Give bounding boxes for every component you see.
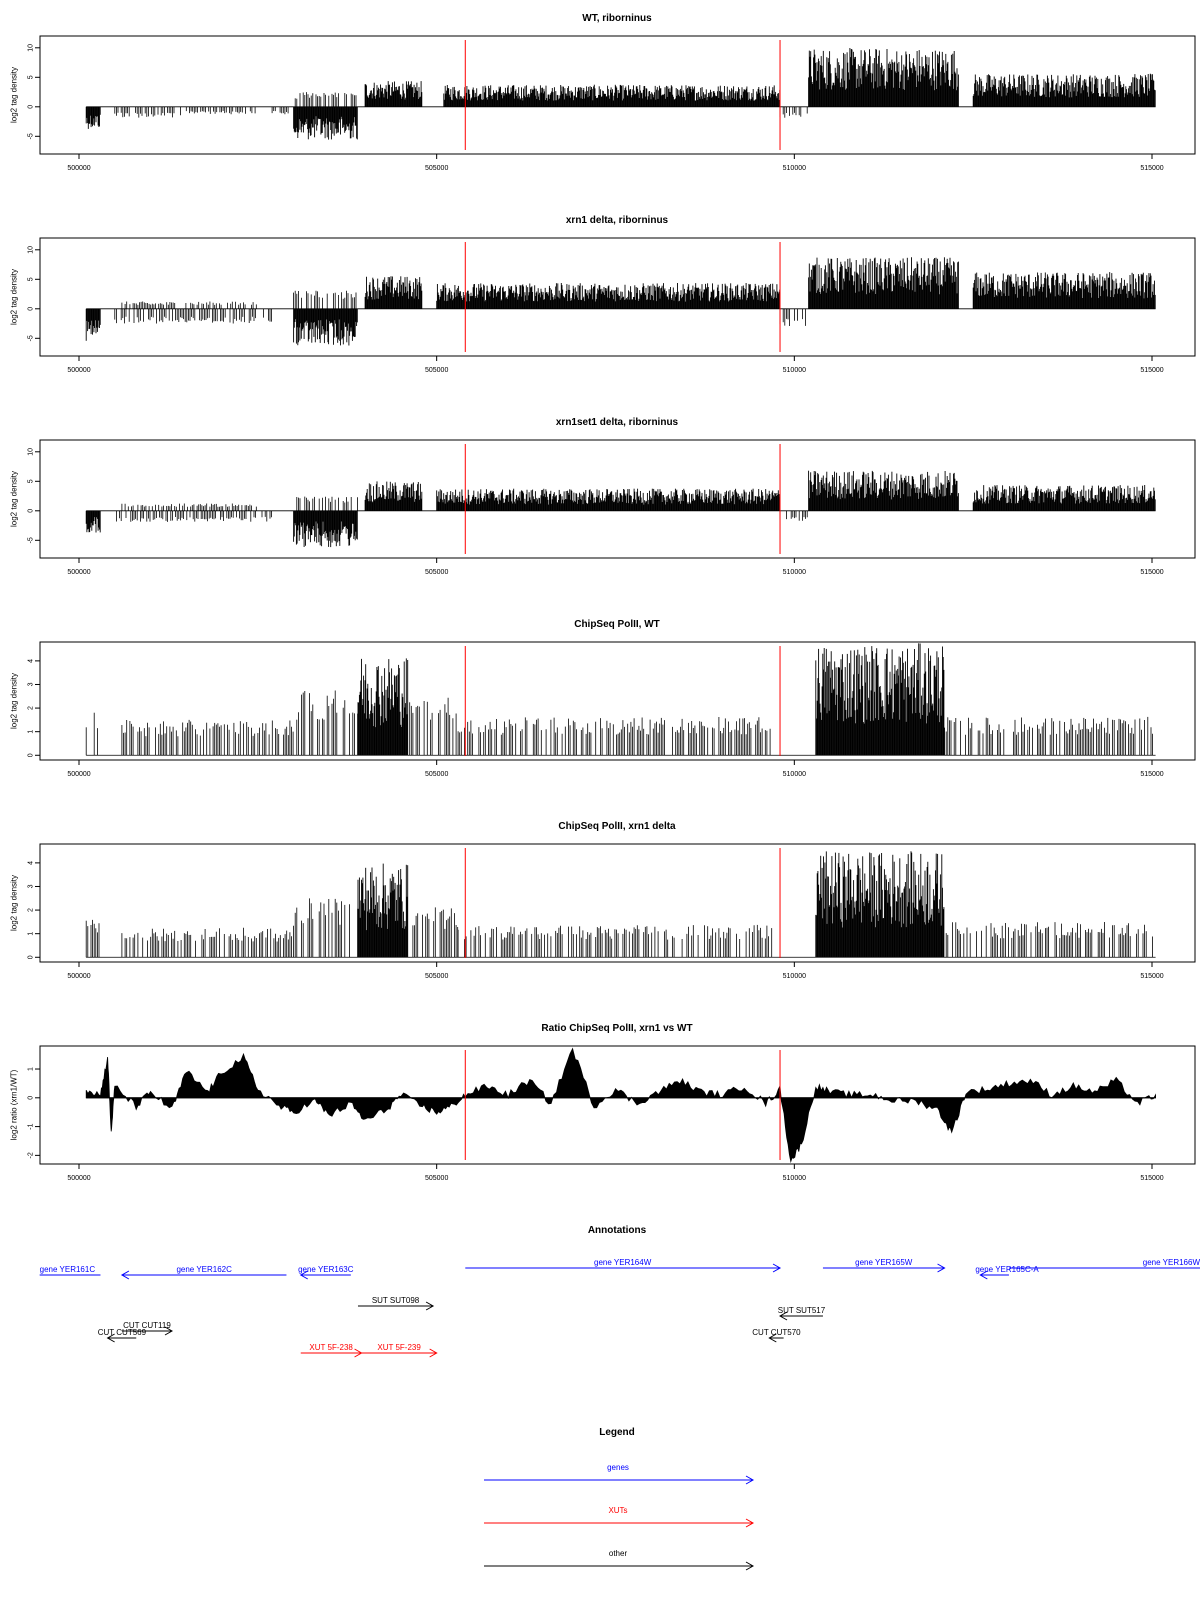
y-tick-label: 3 [28,884,35,888]
plot-frame [39,641,1196,761]
signal-bars [85,470,1156,548]
y-tick-label: 10 [28,448,35,456]
plot-frame [39,237,1196,357]
x-tick-label: 510000 [783,973,806,980]
y-tick-label: 0 [28,509,35,513]
track-panel-1: xrn1 delta, riborninus -5 0 5 10 log2 tag den… [10,215,1196,374]
x-tick-label: 510000 [783,771,806,778]
y-tick-label: 0 [28,105,35,109]
x-tick-label: 505000 [425,569,448,576]
x-tick-label: 505000 [425,165,448,172]
x-tick-label: 515000 [1140,771,1163,778]
y-tick-label: 4 [28,861,35,865]
y-tick-label: 4 [28,659,35,663]
x-tick-label: 515000 [1140,165,1163,172]
y-tick-label: 5 [28,479,35,483]
y-axis-label: log2 tag density [10,269,19,325]
y-tick-label: -5 [28,537,35,543]
signal-bars [85,643,1153,756]
x-tick-label: 505000 [425,771,448,778]
track-panel-2: xrn1set1 delta, riborninus -5 0 5 10 log2 tag… [10,417,1196,576]
x-tick-label: 500000 [67,569,90,576]
x-tick-label: 505000 [425,367,448,374]
y-tick-label: 5 [28,277,35,281]
y-tick-label: -5 [28,335,35,341]
plot-frame [39,439,1196,559]
x-tick-label: 515000 [1140,569,1163,576]
y-axis-label: log2 tag density [10,471,19,527]
plot-frame [39,843,1196,963]
panel-title: xrn1 delta, riborninus [566,215,669,226]
x-tick-label: 510000 [783,367,806,374]
y-axis-label: log2 tag density [10,67,19,123]
panel-title: WT, riborninus [582,13,652,24]
y-tick-label: 5 [28,75,35,79]
signal-bars [85,257,1156,346]
y-tick-label: 0 [28,307,35,311]
x-tick-label: 510000 [783,165,806,172]
track-panel-4: ChipSeq PolII, xrn1 delta 0 1 2 3 4 log2 tag d… [10,821,1196,980]
x-tick-label: 500000 [67,367,90,374]
y-tick-label: 1 [28,730,35,734]
plot-frame [39,35,1196,155]
x-tick-label: 500000 [67,771,90,778]
y-tick-label: 1 [28,932,35,936]
y-tick-label: 0 [28,753,35,757]
signal-bars [85,851,1153,958]
y-axis-label: log2 tag density [10,875,19,931]
signal-bars [85,48,1156,140]
y-tick-label: 2 [28,706,35,710]
y-tick-label: 0 [28,955,35,959]
y-tick-label: 3 [28,682,35,686]
panel-title: xrn1set1 delta, riborninus [556,417,679,428]
track-panel-0: WT, riborninus -5 0 5 10 log2 tag density 5000… [10,13,1196,172]
x-tick-label: 515000 [1140,367,1163,374]
y-tick-label: 10 [28,246,35,254]
panel-title: ChipSeq PolII, xrn1 delta [558,821,676,832]
x-tick-label: 505000 [425,973,448,980]
y-tick-label: -5 [28,133,35,139]
track-panel-3: ChipSeq PolII, WT 0 1 2 3 4 log2 tag density 50… [10,619,1196,778]
x-tick-label: 515000 [1140,973,1163,980]
y-tick-label: 2 [28,908,35,912]
y-axis-label: log2 tag density [10,673,19,729]
panel-title: ChipSeq PolII, WT [574,619,660,630]
x-tick-label: 500000 [67,973,90,980]
y-tick-label: 10 [28,44,35,52]
x-tick-label: 500000 [67,165,90,172]
x-tick-label: 510000 [783,569,806,576]
